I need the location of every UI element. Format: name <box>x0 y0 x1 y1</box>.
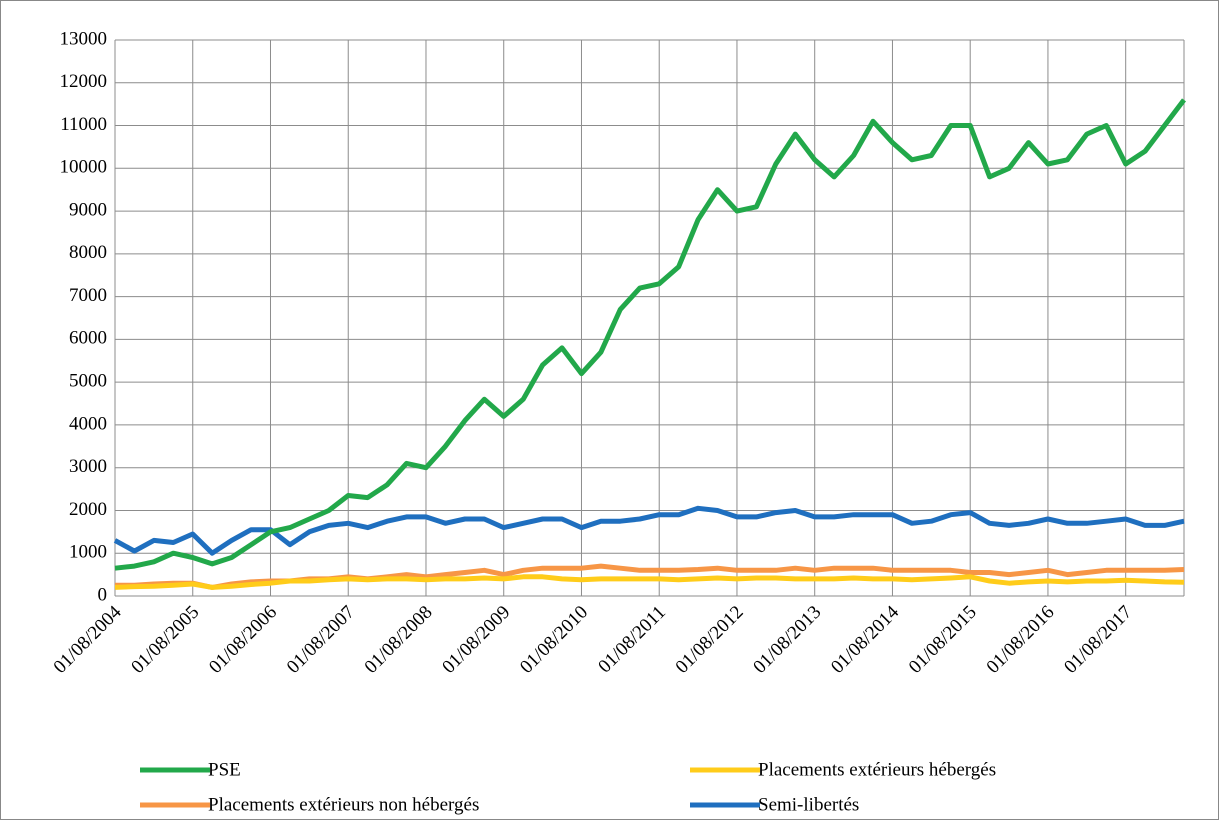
y-tick-label: 5000 <box>69 371 107 392</box>
y-tick-label: 3000 <box>69 456 107 477</box>
y-tick-label: 11000 <box>60 114 107 135</box>
y-tick-label: 12000 <box>60 71 108 92</box>
series-line <box>114 98 1186 571</box>
y-tick-label: 2000 <box>69 499 107 520</box>
y-tick-label: 6000 <box>69 328 107 349</box>
series-line <box>114 574 1185 590</box>
y-tick-label: 8000 <box>69 242 107 263</box>
y-tick-label: 1000 <box>69 542 107 563</box>
y-tick-label: 9000 <box>69 199 107 220</box>
y-tick-label: 10000 <box>60 157 108 178</box>
y-tick-label: 0 <box>98 584 108 605</box>
y-tick-label: 4000 <box>69 413 107 434</box>
legend-label: Placements extérieurs hébergés <box>758 759 996 780</box>
legend-label: PSE <box>208 759 241 780</box>
y-tick-label: 7000 <box>69 285 107 306</box>
series-line <box>113 505 1185 556</box>
y-tick-label: 13000 <box>60 28 108 49</box>
legend-label: Semi-libertés <box>758 794 859 815</box>
legend-label: Placements extérieurs non hébergés <box>208 794 479 815</box>
